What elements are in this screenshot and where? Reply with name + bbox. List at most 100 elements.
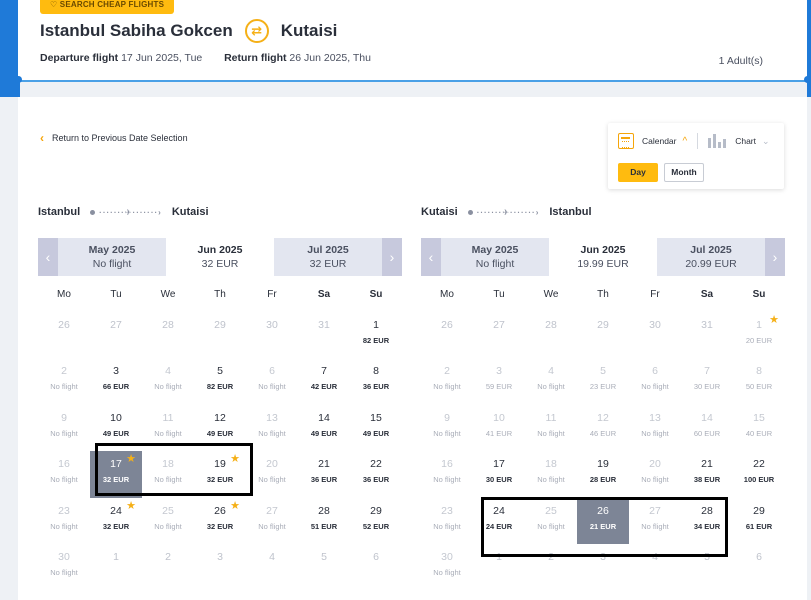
day-number: 17	[110, 458, 122, 471]
month-tab[interactable]: Jun 2025 32 EUR	[166, 238, 274, 276]
day-cell[interactable]: 9 No flight	[38, 405, 90, 451]
day-cell[interactable]: 23 No flight	[38, 498, 90, 544]
day-cell[interactable]: 22 36 EUR	[350, 451, 402, 497]
day-cell[interactable]: 11 No flight	[142, 405, 194, 451]
month-tab[interactable]: Jul 2025 32 EUR	[274, 238, 382, 276]
weekday-label: Sa	[317, 288, 331, 300]
day-cell[interactable]: 8 50 EUR	[733, 358, 785, 404]
prev-month-button[interactable]: ‹	[421, 238, 441, 276]
day-cell[interactable]: 5 23 EUR	[577, 358, 629, 404]
day-cell[interactable]: 19 32 EUR ★	[194, 451, 246, 497]
day-cell[interactable]: 22 100 EUR	[733, 451, 785, 497]
day-cell[interactable]: 16 No flight	[421, 451, 473, 497]
day-cell[interactable]: 26 32 EUR ★	[194, 498, 246, 544]
day-cell[interactable]: 16 No flight	[38, 451, 90, 497]
day-cell[interactable]: 19 28 EUR	[577, 451, 629, 497]
day-cell[interactable]: 25 No flight	[142, 498, 194, 544]
prev-month-button[interactable]: ‹	[38, 238, 58, 276]
return-to-previous-link[interactable]: ‹ Return to Previous Date Selection	[40, 131, 188, 145]
day-cell[interactable]: 24 24 EUR	[473, 498, 525, 544]
day-cell[interactable]: 18 No flight	[525, 451, 577, 497]
weekday-label: Mo	[57, 288, 71, 300]
day-cell[interactable]: 18 No flight	[142, 451, 194, 497]
month-tab[interactable]: May 2025 No flight	[441, 238, 549, 276]
day-cell[interactable]: 12 49 EUR	[194, 405, 246, 451]
leg-to-city: Istanbul	[549, 206, 592, 218]
day-cell[interactable]: 21 36 EUR	[298, 451, 350, 497]
day-cell[interactable]: 13 No flight	[629, 405, 681, 451]
day-cell: 29	[194, 312, 246, 358]
next-month-button[interactable]: ›	[765, 238, 785, 276]
day-cell[interactable]: 3 66 EUR	[90, 358, 142, 404]
day-cell[interactable]: 1 20 EUR ★	[733, 312, 785, 358]
day-cell[interactable]: 4 No flight	[142, 358, 194, 404]
day-cell[interactable]: 14 49 EUR	[298, 405, 350, 451]
day-cell[interactable]: 27 No flight	[246, 498, 298, 544]
day-number: 26	[597, 504, 609, 517]
month-tab[interactable]: May 2025 No flight	[58, 238, 166, 276]
next-month-button[interactable]: ›	[382, 238, 402, 276]
day-cell[interactable]: 30 No flight	[421, 544, 473, 590]
search-cheap-flights-tag[interactable]: ♡ SEARCH CHEAP FLIGHTS	[40, 0, 175, 14]
day-cell[interactable]: 25 No flight	[525, 498, 577, 544]
day-cell[interactable]: 2 No flight	[38, 358, 90, 404]
route-line: Istanbul Sabiha Gokcen ⇄ Kutaisi	[40, 19, 337, 43]
day-cell[interactable]: 3 59 EUR	[473, 358, 525, 404]
day-price: 82 EUR	[362, 336, 390, 345]
day-cell[interactable]: 24 32 EUR ★	[90, 498, 142, 544]
day-cell[interactable]: 23 No flight	[421, 498, 473, 544]
day-cell: 1	[473, 544, 525, 590]
day-cell[interactable]: 29 52 EUR	[350, 498, 402, 544]
day-number: 26	[441, 319, 453, 331]
month-tab[interactable]: Jun 2025 19.99 EUR	[549, 238, 657, 276]
day-cell[interactable]: 11 No flight	[525, 405, 577, 451]
day-cell[interactable]: 27 No flight	[629, 498, 681, 544]
day-cell[interactable]: 4 No flight	[525, 358, 577, 404]
day-price: 34 EUR	[693, 521, 721, 531]
day-mode-button[interactable]: Day	[618, 163, 658, 182]
day-cell[interactable]: 29 61 EUR	[733, 498, 785, 544]
day-cell[interactable]: 8 36 EUR	[350, 358, 402, 404]
day-price: 49 EUR	[362, 428, 390, 438]
day-cell[interactable]: 30 No flight	[38, 544, 90, 590]
day-cell[interactable]: 7 42 EUR	[298, 358, 350, 404]
weekday-label: We	[543, 288, 559, 300]
day-cell[interactable]: 7 30 EUR	[681, 358, 733, 404]
day-number: 1	[756, 319, 762, 331]
day-cell[interactable]: 12 46 EUR	[577, 405, 629, 451]
day-cell[interactable]: 15 49 EUR	[350, 405, 402, 451]
month-mode-button[interactable]: Month	[664, 163, 704, 182]
month-tab[interactable]: Jul 2025 20.99 EUR	[657, 238, 765, 276]
destination-city: Kutaisi	[280, 21, 338, 40]
day-cell[interactable]: 17 32 EUR ★	[90, 451, 142, 498]
day-cell[interactable]: 5 82 EUR	[194, 358, 246, 404]
day-price: No flight	[50, 428, 78, 438]
day-cell[interactable]: 6 No flight	[629, 358, 681, 404]
day-cell[interactable]: 20 No flight	[246, 451, 298, 497]
day-cell[interactable]: 9 No flight	[421, 405, 473, 451]
day-cell[interactable]: 10 41 EUR	[473, 405, 525, 451]
day-cell[interactable]: 21 38 EUR	[681, 451, 733, 497]
day-cell[interactable]: 17 30 EUR	[473, 451, 525, 497]
swap-icon[interactable]: ⇄	[244, 19, 269, 43]
chart-view-toggle[interactable]: Chart	[735, 136, 756, 146]
day-cell[interactable]: 6 No flight	[246, 358, 298, 404]
month-price: No flight	[475, 258, 515, 270]
day-number: 6	[652, 365, 658, 378]
day-cell[interactable]: 28 51 EUR	[298, 498, 350, 544]
day-cell[interactable]: 10 49 EUR	[90, 405, 142, 451]
day-cell[interactable]: 1 82 EUR	[350, 312, 402, 358]
day-cell[interactable]: 13 No flight	[246, 405, 298, 451]
calendar-view-toggle[interactable]: Calendar	[642, 136, 677, 146]
month-name: Jun 2025	[197, 244, 243, 256]
day-cell[interactable]: 28 34 EUR	[681, 498, 733, 544]
day-cell[interactable]: 14 60 EUR	[681, 405, 733, 451]
day-cell[interactable]: 26 21 EUR	[577, 497, 629, 544]
day-number: 4	[269, 550, 275, 563]
left-blue-strip	[0, 0, 20, 97]
day-number: 11	[162, 411, 174, 424]
day-cell[interactable]: 2 No flight	[421, 358, 473, 404]
day-cell[interactable]: 15 40 EUR	[733, 405, 785, 451]
day-cell[interactable]: 20 No flight	[629, 451, 681, 497]
day-cell: 2	[525, 544, 577, 590]
